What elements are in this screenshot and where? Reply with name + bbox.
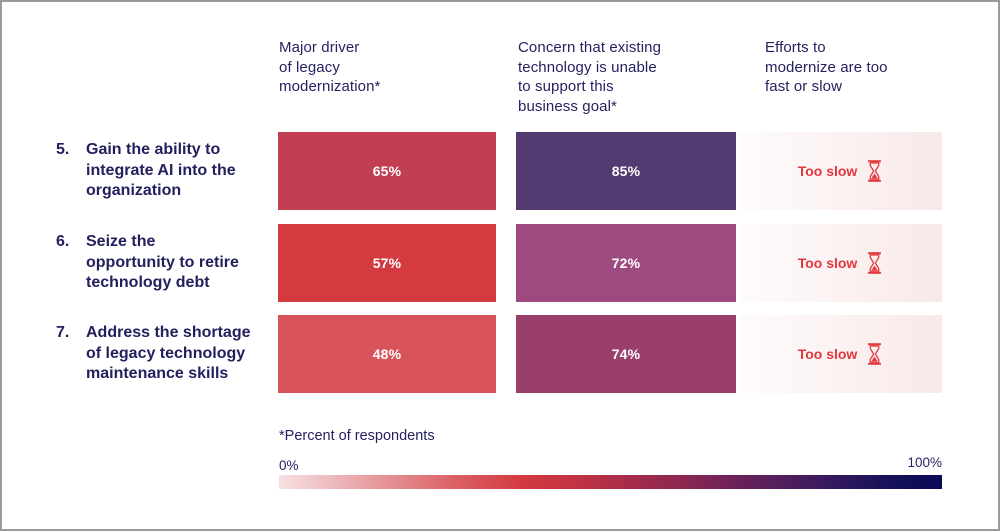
footnote: *Percent of respondents <box>279 428 435 444</box>
hourglass-icon <box>868 343 882 365</box>
bar-value: 48% <box>372 346 402 362</box>
row-label-6: 6. Seize the opportunity to retire techn… <box>56 224 272 302</box>
bar-driver-row7: 48% <box>278 315 496 393</box>
bar-value: 85% <box>611 163 641 179</box>
column-header-major-driver: Major driver of legacy modernization* <box>279 39 381 95</box>
bar-concern-row7: 74% <box>516 315 736 393</box>
color-scale-max-label: 100% <box>907 455 942 470</box>
bar-value: 72% <box>611 255 641 271</box>
row-label-text: Seize the opportunity to retire technolo… <box>86 233 239 292</box>
pace-cell-row6: Too slow <box>739 224 942 302</box>
row-number: 5. <box>56 141 70 159</box>
hourglass-icon <box>868 160 882 182</box>
row-label-text: Address the shortage of legacy technolog… <box>86 324 251 383</box>
pace-cell-row5: Too slow <box>739 132 942 210</box>
bar-value: 57% <box>372 255 402 271</box>
bar-concern-row5: 85% <box>516 132 736 210</box>
pace-label: Too slow <box>797 346 858 362</box>
row-label-7: 7. Address the shortage of legacy techno… <box>56 315 272 393</box>
row-number: 7. <box>56 324 70 342</box>
bar-value: 74% <box>611 346 641 362</box>
pace-cell-row7: Too slow <box>739 315 942 393</box>
bar-driver-row5: 65% <box>278 132 496 210</box>
pace-label: Too slow <box>797 163 858 179</box>
column-header-concern: Concern that existing technology is unab… <box>518 39 662 115</box>
bar-concern-row6: 72% <box>516 224 736 302</box>
row-label-text: Gain the ability to integrate AI into th… <box>86 141 236 200</box>
color-scale-gradient <box>279 475 942 489</box>
pace-label: Too slow <box>797 255 858 271</box>
row-label-5: 5. Gain the ability to integrate AI into… <box>56 132 272 210</box>
color-scale-min-label: 0% <box>279 458 299 473</box>
hourglass-icon <box>868 252 882 274</box>
bar-driver-row6: 57% <box>278 224 496 302</box>
column-header-efforts: Efforts to modernize are too fast or slo… <box>765 39 888 95</box>
row-number: 6. <box>56 233 70 251</box>
bar-value: 65% <box>372 163 402 179</box>
